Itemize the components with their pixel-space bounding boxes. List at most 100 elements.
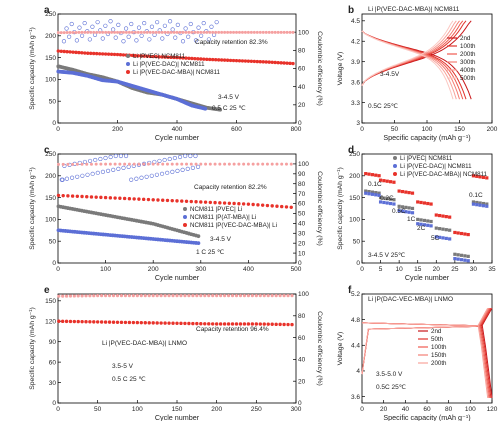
x-tick-label: 50 — [391, 126, 399, 133]
retention-label: Capacity retention 82.2% — [194, 184, 267, 191]
data-point — [407, 191, 411, 195]
data-point — [262, 322, 266, 326]
ce-point — [172, 155, 178, 161]
ce-point — [115, 294, 120, 298]
x-tick-label: 600 — [231, 126, 242, 133]
ce-point — [270, 30, 274, 34]
ce-point — [130, 30, 134, 34]
data-point — [422, 218, 426, 223]
rate-label: 0.1C — [469, 192, 483, 199]
ce-point — [90, 171, 95, 176]
data-point — [400, 205, 405, 209]
ce-point — [284, 162, 288, 166]
ce-point — [157, 30, 161, 34]
data-point — [119, 320, 124, 325]
data-point — [377, 174, 381, 178]
ce-point — [118, 162, 122, 166]
data-point — [419, 222, 423, 226]
y-tick-label: 200 — [45, 173, 56, 180]
data-point — [222, 322, 227, 326]
condition-label: 0.5C 25℃ — [376, 384, 407, 391]
ce-point — [151, 162, 155, 166]
ce-point — [74, 30, 78, 34]
ce-point — [199, 30, 203, 34]
data-point — [218, 322, 223, 326]
ce-point — [74, 38, 79, 43]
legend-entry: Li |PVEC| NCM811 — [400, 155, 453, 162]
data-point — [481, 175, 486, 179]
ce-point — [285, 30, 289, 34]
data-point — [240, 59, 245, 63]
data-point — [179, 321, 183, 326]
ce-point — [203, 294, 207, 298]
y-axis-label: Specific capacity (mAh g⁻¹) — [29, 167, 36, 250]
ce-point — [211, 294, 215, 298]
data-point — [106, 52, 111, 56]
data-point — [264, 60, 268, 64]
ce-point — [82, 159, 88, 165]
data-point — [441, 214, 445, 218]
ce-point — [131, 294, 135, 298]
ce-point — [159, 294, 163, 298]
y2-tick-label: 0 — [298, 400, 302, 407]
ce-point — [69, 175, 75, 180]
data-point — [382, 200, 386, 205]
ce-point — [160, 36, 165, 41]
data-point — [109, 52, 114, 56]
x-tick-label: 0 — [56, 266, 60, 273]
ce-point — [180, 162, 184, 166]
data-point — [265, 203, 270, 208]
y-axis-label: Voltage (V) — [337, 52, 344, 86]
data-point — [57, 319, 61, 323]
ce-point — [193, 30, 197, 34]
data-point — [274, 322, 278, 327]
data-point — [466, 259, 470, 263]
data-point — [282, 322, 286, 327]
ce-point — [127, 30, 131, 34]
data-point — [266, 322, 270, 326]
ce-point — [126, 164, 131, 169]
y-tick-label: 100 — [45, 217, 56, 224]
y-tick-label: 50 — [353, 238, 361, 245]
data-point — [187, 56, 191, 60]
y-tick-label: 150 — [349, 195, 360, 202]
ce-point — [107, 30, 111, 34]
ce-point — [167, 294, 171, 298]
condition-label: 0.5 C 25 ℃ — [112, 376, 146, 383]
data-point — [234, 58, 239, 63]
ce-point — [95, 20, 100, 25]
ce-point — [175, 22, 180, 28]
data-point — [475, 174, 479, 178]
charge-curve — [361, 20, 454, 86]
ce-point — [273, 30, 277, 34]
rate-label: 0.5C — [392, 208, 406, 215]
y-tick-label: 5.2 — [351, 291, 360, 298]
ce-point — [242, 162, 246, 166]
data-point — [448, 228, 452, 232]
data-point — [127, 320, 132, 325]
data-point — [389, 201, 393, 206]
ce-point — [249, 30, 253, 34]
data-point — [199, 322, 203, 326]
rate-label: 5C — [431, 235, 440, 242]
data-point — [438, 227, 442, 231]
charge-curve — [361, 20, 457, 86]
ce-point — [110, 30, 114, 34]
ce-point — [104, 162, 108, 166]
data-point — [167, 321, 171, 325]
data-point — [284, 205, 289, 209]
y-tick-label: 50 — [49, 98, 57, 105]
legend-entry: 2nd — [431, 328, 442, 335]
y-tick-label: 150 — [45, 298, 56, 305]
data-point — [175, 321, 179, 325]
rate-label: 1C — [407, 216, 416, 223]
ce-point — [64, 294, 69, 298]
data-point — [254, 322, 259, 326]
ce-point — [62, 31, 66, 35]
data-point — [199, 57, 203, 61]
y2-tick-label: 100 — [298, 161, 309, 168]
legend-entry: 100th — [460, 43, 476, 50]
x-tick-label: 0 — [360, 126, 364, 133]
ce-point — [108, 19, 113, 24]
